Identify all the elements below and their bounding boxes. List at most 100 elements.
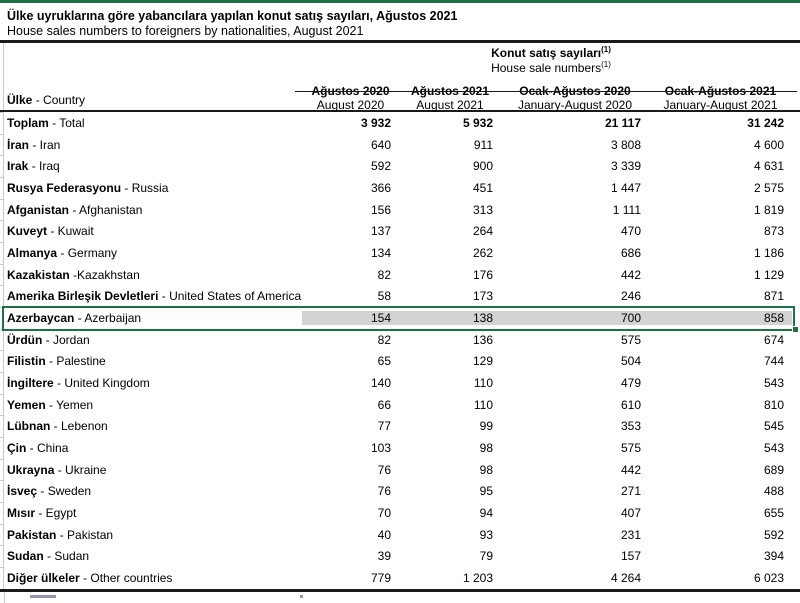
value-cell[interactable]: 98 bbox=[479, 462, 493, 477]
country-cell[interactable]: Mısır - Egypt bbox=[4, 506, 302, 520]
country-cell[interactable]: Kazakistan -Kazakhstan bbox=[4, 268, 302, 282]
country-cell[interactable]: Sudan - Sudan bbox=[4, 549, 302, 563]
value-cell[interactable]: 1 111 bbox=[612, 202, 641, 217]
country-cell[interactable]: İngiltere - United Kingdom bbox=[4, 376, 302, 390]
value-cell[interactable]: 271 bbox=[620, 484, 641, 499]
value-cell[interactable]: 543 bbox=[763, 375, 784, 390]
value-cell[interactable]: 451 bbox=[472, 180, 493, 195]
value-cell[interactable]: 858 bbox=[649, 310, 792, 325]
value-cell[interactable]: 1 447 bbox=[610, 180, 641, 195]
selection-fill-handle[interactable] bbox=[792, 325, 799, 333]
country-cell[interactable]: Azerbaycan - Azerbaijan bbox=[4, 311, 302, 325]
value-cell[interactable]: 134 bbox=[370, 245, 391, 260]
value-cell[interactable]: 1 186 bbox=[753, 245, 784, 260]
value-cell[interactable]: 744 bbox=[763, 354, 784, 369]
value-cell[interactable]: 470 bbox=[620, 224, 641, 239]
value-cell[interactable]: 3 339 bbox=[610, 159, 641, 174]
value-cell[interactable]: 442 bbox=[620, 267, 641, 282]
value-cell[interactable]: 231 bbox=[620, 527, 641, 542]
country-cell[interactable]: Toplam - Total bbox=[4, 116, 302, 130]
value-cell[interactable]: 504 bbox=[620, 354, 641, 369]
value-cell[interactable]: 264 bbox=[472, 224, 493, 239]
value-cell[interactable]: 6 023 bbox=[753, 570, 784, 585]
value-cell[interactable]: 66 bbox=[377, 397, 391, 412]
country-cell[interactable]: Diğer ülkeler - Other countries bbox=[4, 571, 302, 585]
value-cell[interactable]: 40 bbox=[377, 527, 391, 542]
country-cell[interactable]: Ukrayna - Ukraine bbox=[4, 463, 302, 477]
value-cell[interactable]: 575 bbox=[620, 332, 641, 347]
value-cell[interactable]: 1 203 bbox=[462, 570, 493, 585]
value-cell[interactable]: 4 600 bbox=[753, 137, 784, 152]
value-cell[interactable]: 156 bbox=[370, 202, 391, 217]
value-cell[interactable]: 129 bbox=[472, 354, 493, 369]
value-cell[interactable]: 5 932 bbox=[462, 115, 493, 130]
country-cell[interactable]: Filistin - Palestine bbox=[4, 354, 302, 368]
value-cell[interactable]: 610 bbox=[620, 397, 641, 412]
country-cell[interactable]: Yemen - Yemen bbox=[4, 398, 302, 412]
country-cell[interactable]: İran - Iran bbox=[4, 138, 302, 152]
value-cell[interactable]: 173 bbox=[472, 289, 493, 304]
country-cell[interactable]: Kuveyt - Kuwait bbox=[4, 224, 302, 238]
value-cell[interactable]: 76 bbox=[377, 484, 391, 499]
value-cell[interactable]: 3 932 bbox=[360, 115, 391, 130]
value-cell[interactable]: 77 bbox=[377, 419, 391, 434]
value-cell[interactable]: 442 bbox=[620, 462, 641, 477]
value-cell[interactable]: 479 bbox=[620, 375, 641, 390]
value-cell[interactable]: 689 bbox=[763, 462, 784, 477]
value-cell[interactable]: 99 bbox=[479, 419, 493, 434]
value-cell[interactable]: 873 bbox=[763, 224, 784, 239]
country-cell[interactable]: Afganistan - Afghanistan bbox=[4, 203, 302, 217]
value-cell[interactable]: 82 bbox=[377, 332, 391, 347]
column-header-janaug2021[interactable]: Ocak-Ağustos 2021 January-August 2021 bbox=[663, 84, 778, 112]
value-cell[interactable]: 93 bbox=[479, 527, 493, 542]
value-cell[interactable]: 4 264 bbox=[610, 570, 641, 585]
value-cell[interactable]: 262 bbox=[472, 245, 493, 260]
value-cell[interactable]: 2 575 bbox=[753, 180, 784, 195]
value-cell[interactable]: 871 bbox=[763, 289, 784, 304]
country-cell[interactable]: Rusya Federasyonu - Russia bbox=[4, 181, 302, 195]
value-cell[interactable]: 545 bbox=[763, 419, 784, 434]
value-cell[interactable]: 543 bbox=[763, 440, 784, 455]
value-cell[interactable]: 700 bbox=[501, 310, 649, 325]
value-cell[interactable]: 103 bbox=[370, 440, 391, 455]
value-cell[interactable]: 488 bbox=[763, 484, 784, 499]
value-cell[interactable]: 1 819 bbox=[753, 202, 784, 217]
value-cell[interactable]: 76 bbox=[377, 462, 391, 477]
value-cell[interactable]: 900 bbox=[472, 159, 493, 174]
column-header-aug2021[interactable]: Ağustos 2021 August 2021 bbox=[410, 84, 490, 112]
column-header-aug2020[interactable]: Ağustos 2020 August 2020 bbox=[311, 84, 390, 112]
value-cell[interactable]: 313 bbox=[472, 202, 493, 217]
value-cell[interactable]: 137 bbox=[370, 224, 391, 239]
value-cell[interactable]: 246 bbox=[620, 289, 641, 304]
value-cell[interactable]: 592 bbox=[370, 159, 391, 174]
value-cell[interactable]: 366 bbox=[370, 180, 391, 195]
value-cell[interactable]: 911 bbox=[473, 137, 493, 152]
value-cell[interactable]: 655 bbox=[763, 505, 784, 520]
country-cell[interactable]: İsveç - Sweden bbox=[4, 484, 302, 498]
value-cell[interactable]: 82 bbox=[377, 267, 391, 282]
value-cell[interactable]: 110 bbox=[473, 397, 493, 412]
value-cell[interactable]: 39 bbox=[377, 549, 391, 564]
value-cell[interactable]: 3 808 bbox=[610, 137, 641, 152]
value-cell[interactable]: 640 bbox=[370, 137, 391, 152]
value-cell[interactable]: 4 631 bbox=[753, 159, 784, 174]
value-cell[interactable]: 79 bbox=[479, 549, 493, 564]
value-cell[interactable]: 176 bbox=[472, 267, 493, 282]
country-cell[interactable]: Ürdün - Jordan bbox=[4, 333, 302, 347]
value-cell[interactable]: 353 bbox=[620, 419, 641, 434]
value-cell[interactable]: 110 bbox=[473, 375, 493, 390]
value-cell[interactable]: 94 bbox=[479, 505, 493, 520]
value-cell[interactable]: 58 bbox=[377, 289, 391, 304]
value-cell[interactable]: 98 bbox=[479, 440, 493, 455]
column-header-janaug2020[interactable]: Ocak-Ağustos 2020 January-August 2020 bbox=[517, 84, 633, 112]
value-cell[interactable]: 394 bbox=[763, 549, 784, 564]
value-cell[interactable]: 154 bbox=[302, 310, 399, 325]
value-cell[interactable]: 779 bbox=[370, 570, 391, 585]
country-cell[interactable]: Almanya - Germany bbox=[4, 246, 302, 260]
country-cell[interactable]: Amerika Birleşik Devletleri - United Sta… bbox=[4, 289, 302, 303]
value-cell[interactable]: 95 bbox=[479, 484, 493, 499]
country-cell[interactable]: Pakistan - Pakistan bbox=[4, 528, 302, 542]
value-cell[interactable]: 136 bbox=[472, 332, 493, 347]
value-cell[interactable]: 407 bbox=[620, 505, 641, 520]
country-cell[interactable]: Çin - China bbox=[4, 441, 302, 455]
